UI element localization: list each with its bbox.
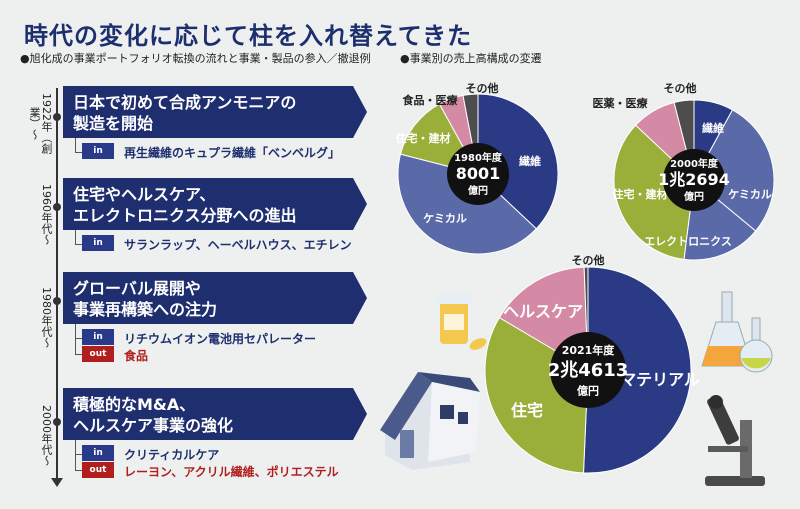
pie-slice — [582, 266, 692, 474]
in-tag: in — [82, 235, 114, 251]
slice-label: 住宅・建材 — [396, 131, 451, 145]
connector — [75, 324, 86, 339]
timeline-axis — [56, 88, 58, 483]
in-item: 再生繊維のキュプラ繊維「ベンベルグ」 — [124, 146, 341, 160]
timeline-dot — [53, 113, 61, 121]
timeline-arrow-icon — [51, 478, 63, 487]
in-item: クリティカルケア — [124, 448, 220, 462]
era-heading: 積極的なM&A、 ヘルスケア事業の強化 — [63, 388, 367, 440]
connector — [75, 454, 86, 471]
pie-center-label: 8001 — [456, 164, 501, 183]
slice-label: 医薬・医療 — [593, 96, 649, 110]
subtitle-right: ●事業別の売上高構成の変遷 — [400, 52, 542, 65]
era-heading-line: エレクトロニクス分野への進出 — [73, 206, 297, 225]
connector — [75, 440, 86, 455]
pie-center — [447, 143, 509, 205]
pie-center-label: 1980年度 — [454, 151, 503, 164]
era-heading-line: ヘルスケア事業の強化 — [73, 416, 234, 435]
pie-center — [663, 149, 725, 211]
slice-label: ケミカル — [728, 188, 772, 201]
pie-slice — [613, 124, 695, 260]
out-item: レーヨン、アクリル繊維、ポリエステル — [124, 465, 339, 479]
slice-label: ヘルスケア — [503, 302, 583, 321]
era-label: 1960年代〜 — [40, 183, 53, 245]
in-item: サランラップ、ヘーベルハウス、エチレン — [124, 238, 352, 252]
slice-label: 食品・医療 — [403, 93, 459, 107]
era-heading-line: グローバル展開や — [73, 279, 201, 298]
house-icon — [380, 372, 480, 470]
slice-label: その他 — [572, 253, 605, 267]
connector — [75, 338, 86, 355]
era-heading-line: 住宅やヘルスケア、 — [73, 185, 216, 204]
connector — [75, 230, 86, 245]
timeline-dot — [53, 203, 61, 211]
slice-label: その他 — [466, 81, 499, 95]
pie-slice — [693, 109, 775, 232]
era-heading: グローバル展開や 事業再構築への注力 — [63, 272, 367, 324]
pie-center-label: 億円 — [684, 190, 704, 203]
era-heading-line: 製造を開始 — [73, 114, 154, 133]
out-tag: out — [82, 346, 114, 362]
out-tag: out — [82, 462, 114, 478]
connector — [75, 138, 86, 153]
pie-center-label: 2兆4613 — [548, 360, 629, 381]
microscope-icon — [705, 395, 765, 486]
slice-label: その他 — [664, 81, 697, 95]
slice-label: エレクトロニクス — [644, 235, 732, 248]
era-label: 1980年代〜 — [40, 286, 53, 348]
slice-label: 住宅・建材 — [613, 187, 668, 201]
timeline-dot — [53, 297, 61, 305]
era-heading-line: 日本で初めて合成アンモニアの — [73, 93, 297, 112]
flask-icon — [701, 291, 773, 373]
era-heading-line: 事業再構築への注力 — [73, 300, 218, 319]
slice-label: ケミカル — [423, 212, 467, 225]
pie-center-label: 億円 — [577, 384, 599, 398]
in-tag: in — [82, 445, 114, 461]
slice-label: 住宅 — [511, 401, 543, 420]
era-label: 2000年代〜 — [40, 405, 53, 466]
era-heading-line: 積極的なM&A、 — [73, 395, 196, 414]
pie-slice — [397, 153, 538, 255]
pill-bottle-icon — [437, 294, 487, 350]
page-title: 時代の変化に応じて柱を入れ替えてきた — [24, 22, 473, 50]
in-tag: in — [82, 329, 114, 345]
timeline-dot — [53, 418, 61, 426]
slice-label: マテリアル — [620, 370, 700, 389]
pie-center-label: 億円 — [468, 184, 488, 197]
out-item: 食品 — [124, 349, 149, 363]
in-item: リチウムイオン電池用セパレーター — [124, 332, 317, 346]
era-heading: 住宅やヘルスケア、 エレクトロニクス分野への進出 — [63, 178, 367, 230]
pie-center-label: 2000年度 — [670, 157, 719, 170]
pie-center — [550, 332, 626, 408]
era-label: 1922年（創業）〜 — [28, 92, 53, 154]
slice-label: 繊維 — [519, 154, 541, 168]
pie-center-label: 1兆2694 — [658, 170, 730, 189]
pie-slice — [477, 93, 559, 230]
subtitle-left: ●旭化成の事業ポートフォリオ転換の流れと事業・製品の参入／撤退例 — [20, 52, 371, 65]
in-tag: in — [82, 143, 114, 159]
pie-center-label: 2021年度 — [562, 343, 616, 357]
slice-label: 繊維 — [702, 121, 724, 135]
era-heading: 日本で初めて合成アンモニアの 製造を開始 — [63, 86, 367, 138]
